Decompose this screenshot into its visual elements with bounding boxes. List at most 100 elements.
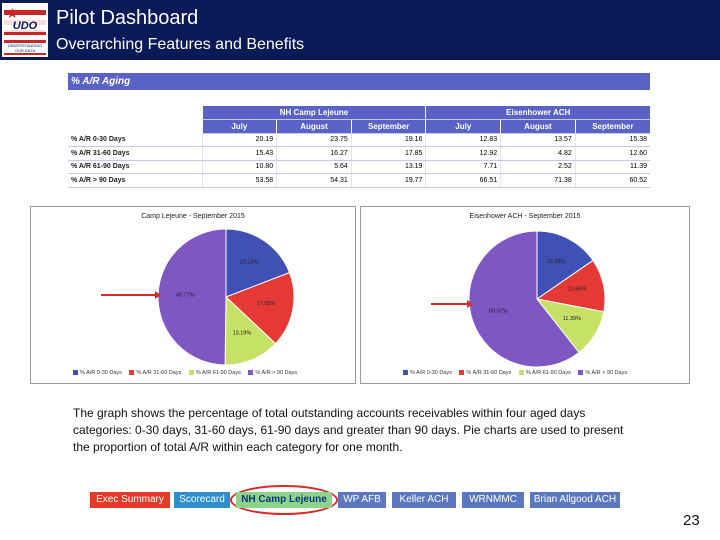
slice-data-label: 12.60% xyxy=(568,287,587,293)
month-header: August xyxy=(276,119,352,134)
legend-swatch xyxy=(188,370,194,376)
table-cell: 11.39 xyxy=(574,160,650,174)
table-cell: 15.38 xyxy=(574,133,650,147)
legend-swatch xyxy=(129,370,135,376)
slice-data-label: 13.19% xyxy=(233,331,252,337)
pie-chart-eisenhower: Eisenhower ACH - September 2015 15.38% 12… xyxy=(360,206,690,384)
table-cell: 17.85 xyxy=(350,146,426,161)
legend-swatch xyxy=(248,370,254,376)
slice-data-label: 19.16% xyxy=(240,259,259,265)
table-row: % A/R 61-90 Days 10.80 5.64 13.19 7.71 2… xyxy=(68,160,650,174)
table-corner-cell xyxy=(68,106,202,120)
legend-swatch xyxy=(518,370,524,376)
legend-entry: % A/R 0-30 Days xyxy=(410,370,452,376)
legend-swatch xyxy=(578,370,584,376)
pie-chart-camp-lejeune: Camp Lejeune - September 2015 19.16% 17.8… xyxy=(30,206,356,384)
table-cell: 66.51 xyxy=(425,173,501,188)
chart-legend: % A/R 0-30 Days % A/R 31-60 Days % A/R 6… xyxy=(397,370,627,376)
pie-chart-svg: 15.38% 12.60% 11.39% 60.52% xyxy=(431,230,606,368)
slice-data-label: 17.85% xyxy=(257,301,276,307)
month-header: September xyxy=(350,119,426,134)
month-header: July xyxy=(425,119,501,134)
table-cell: 60.52 xyxy=(574,173,650,188)
table-cell: 13.19 xyxy=(350,160,426,174)
table-row: % A/R > 90 Days 53.58 54.31 19.77 66.51 … xyxy=(68,173,650,188)
table-cell: 20.19 xyxy=(201,133,277,147)
table-cell: 10.80 xyxy=(201,160,277,174)
legend-entry: % A/R 61-90 Days xyxy=(525,370,571,376)
tab-keller-ach[interactable]: Keller ACH xyxy=(392,492,456,508)
row-label: % A/R > 90 Days xyxy=(68,173,202,188)
slice-data-label: 60.52% xyxy=(489,308,508,314)
legend-entry: % A/R > 90 Days xyxy=(255,370,298,376)
star-icon: ★ xyxy=(6,5,19,21)
group-header-eisenhower: Eisenhower ACH xyxy=(425,106,650,120)
page-title: Pilot Dashboard xyxy=(56,7,199,29)
udo-logo: ★ UDO UNDERSTANDING OUR DATA xyxy=(2,3,48,57)
tab-scorecard[interactable]: Scorecard xyxy=(174,492,230,508)
table-month-header-row: July August September July August Septem… xyxy=(68,119,650,134)
table-cell: 19.16 xyxy=(350,133,426,147)
pie-chart-svg: 19.16% 17.85% 13.19% 49.77% xyxy=(101,228,295,366)
tab-wp-afb[interactable]: WP AFB xyxy=(338,492,386,508)
chart-legend: % A/R 0-30 Days % A/R 31-60 Days % A/R 6… xyxy=(67,370,297,376)
ar-aging-table: NH Camp Lejeune Eisenhower ACH July Augu… xyxy=(68,106,650,188)
highlight-circle xyxy=(230,485,338,515)
ar-aging-title: % A/R Aging xyxy=(68,73,650,90)
legend-swatch xyxy=(73,370,78,376)
legend-entry: % A/R 31-60 Days xyxy=(466,370,512,376)
row-label: % A/R 61-90 Days xyxy=(68,160,202,174)
table-cell: 12.60 xyxy=(574,146,650,161)
table-row: % A/R 0-30 Days 20.19 23.75 19.16 12.83 … xyxy=(68,133,650,147)
legend-entry: % A/R 0-30 Days xyxy=(80,370,122,376)
month-header: August xyxy=(500,119,576,134)
legend-entry: % A/R 61-90 Days xyxy=(195,370,241,376)
table-cell: 12.92 xyxy=(425,146,501,161)
page-number: 23 xyxy=(683,512,700,529)
pie-slice xyxy=(225,228,291,298)
table-cell: 23.75 xyxy=(276,133,352,147)
tab-nh-camp-lejeune[interactable]: NH Camp Lejeune xyxy=(236,492,332,508)
chart-description: The graph shows the percentage of total … xyxy=(73,406,624,454)
tab-exec-summary[interactable]: Exec Summary xyxy=(90,492,170,508)
annotation-arrow-icon xyxy=(467,300,473,308)
logo-subtext: UNDERSTANDING OUR DATA xyxy=(3,43,47,53)
slice-data-label: 49.77% xyxy=(176,293,195,299)
row-label: % A/R 31-60 Days xyxy=(68,146,202,161)
table-cell: 4.82 xyxy=(500,146,576,161)
table-cell: 19.77 xyxy=(350,173,426,188)
table-cell: 16.27 xyxy=(276,146,352,161)
pie-slice xyxy=(224,295,277,366)
tab-brian-allgood-ach[interactable]: Brian Allgood ACH xyxy=(530,492,620,508)
chart-title: Camp Lejeune - September 2015 xyxy=(141,213,245,220)
pie-slice xyxy=(225,271,295,345)
table-corner-cell xyxy=(68,120,202,134)
logo-text: UDO xyxy=(3,20,47,32)
legend-swatch xyxy=(459,370,465,376)
chart-title: Eisenhower ACH - September 2015 xyxy=(469,213,581,220)
legend-entry: % A/R > 90 Days xyxy=(585,370,628,376)
table-cell: 13.57 xyxy=(500,133,576,147)
ar-aging-table-panel: % A/R Aging NH Camp Lejeune Eisenhower A… xyxy=(68,73,650,188)
annotation-arrow-icon xyxy=(155,291,161,299)
row-label: % A/R 0-30 Days xyxy=(68,133,202,147)
month-header: September xyxy=(574,119,650,134)
table-cell: 71.38 xyxy=(500,173,576,188)
tab-wrnmmc[interactable]: WRNMMC xyxy=(462,492,524,508)
group-header-camp-lejeune: NH Camp Lejeune xyxy=(201,106,426,120)
table-cell: 2.52 xyxy=(500,160,576,174)
table-cell: 12.83 xyxy=(425,133,501,147)
pie-slice xyxy=(468,230,580,368)
table-row: % A/R 31-60 Days 15.43 16.27 17.85 12.92… xyxy=(68,146,650,161)
legend-entry: % A/R 31-60 Days xyxy=(136,370,182,376)
page-subtitle: Overarching Features and Benefits xyxy=(56,36,305,53)
pie-slice xyxy=(536,230,594,300)
slice-data-label: 11.39% xyxy=(563,316,581,322)
table-cell: 15.43 xyxy=(201,146,277,161)
table-cell: 53.58 xyxy=(201,173,277,188)
header-banner: ★ UDO UNDERSTANDING OUR DATA Pilot Dashb… xyxy=(0,0,720,60)
table-cell: 54.31 xyxy=(276,173,352,188)
month-header: July xyxy=(201,119,277,134)
table-cell: 5.64 xyxy=(276,160,352,174)
table-cell: 7.71 xyxy=(425,160,501,174)
